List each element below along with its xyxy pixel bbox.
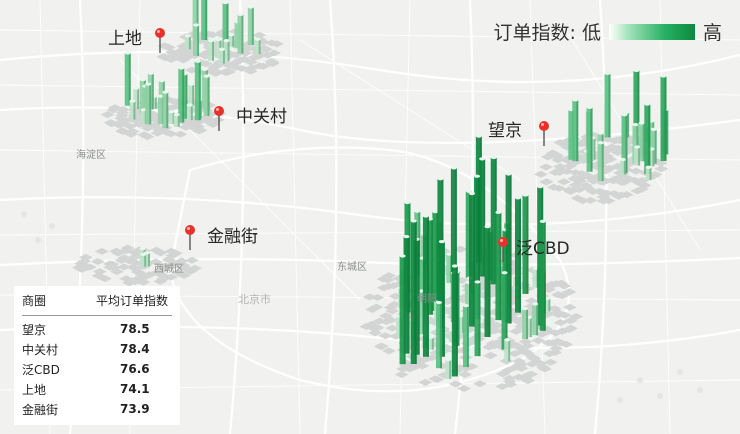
index-bar bbox=[661, 74, 667, 161]
header-index: 平均订单指数 bbox=[92, 292, 172, 309]
index-bar bbox=[204, 75, 210, 116]
index-bar bbox=[463, 304, 469, 367]
table-row: 上地 74.1 bbox=[22, 379, 172, 399]
index-bar bbox=[237, 13, 243, 54]
index-bar bbox=[423, 214, 429, 356]
index-bar bbox=[644, 102, 650, 174]
row-value: 78.5 bbox=[92, 322, 172, 336]
index-bar bbox=[469, 192, 475, 327]
index-bar bbox=[195, 60, 201, 121]
district-label-chaoyang: 朝阳 bbox=[417, 290, 437, 305]
index-bar bbox=[187, 103, 193, 120]
legend: 订单指数: 低 高 bbox=[494, 18, 722, 45]
index-bar bbox=[248, 5, 254, 45]
index-bar bbox=[598, 141, 604, 181]
row-value: 74.1 bbox=[92, 382, 172, 396]
index-bar bbox=[475, 280, 481, 356]
index-bar bbox=[522, 307, 528, 339]
index-bar bbox=[445, 358, 451, 379]
index-bar bbox=[255, 38, 261, 55]
index-bar bbox=[572, 98, 578, 161]
index-bar bbox=[201, 0, 207, 40]
index-bar bbox=[185, 34, 191, 49]
table-row: 望京 78.5 bbox=[22, 319, 172, 339]
pin-label-zhongguancun[interactable]: 中关村 bbox=[236, 102, 287, 127]
index-bar bbox=[484, 225, 490, 337]
index-bar bbox=[634, 145, 640, 165]
row-area: 中关村 bbox=[22, 341, 92, 358]
index-bar bbox=[129, 100, 135, 120]
index-bar bbox=[587, 106, 593, 172]
map-pin-icon bbox=[155, 28, 165, 53]
legend-low-label: 订单指数: 低 bbox=[494, 18, 601, 45]
index-bar bbox=[436, 301, 442, 368]
map-pin-icon bbox=[185, 225, 195, 250]
row-area: 金融街 bbox=[22, 401, 92, 418]
district-label-dongcheng: 东城区 bbox=[337, 258, 367, 273]
row-value: 73.9 bbox=[92, 402, 172, 416]
row-area: 泛CBD bbox=[22, 361, 92, 378]
table-row: 泛CBD 76.6 bbox=[22, 359, 172, 379]
pin-label-fancbd[interactable]: 泛CBD bbox=[516, 234, 570, 259]
row-value: 78.4 bbox=[92, 342, 172, 356]
index-bar bbox=[605, 72, 611, 138]
legend-gradient-bar bbox=[609, 24, 695, 40]
index-bar bbox=[145, 83, 151, 125]
index-bar bbox=[504, 338, 510, 361]
district-label-xicheng: 西城区 bbox=[154, 260, 184, 275]
row-area: 望京 bbox=[22, 321, 92, 338]
row-area: 上地 bbox=[22, 381, 92, 398]
district-label-haidian: 海淀区 bbox=[76, 146, 106, 161]
index-bar bbox=[208, 39, 214, 61]
row-value: 76.6 bbox=[92, 362, 172, 376]
index-bar bbox=[400, 254, 406, 364]
index-bar bbox=[495, 211, 501, 320]
index-bar bbox=[193, 23, 199, 55]
index-bar bbox=[140, 253, 146, 267]
legend-high-label: 高 bbox=[703, 18, 722, 45]
pin-label-jinrongjie[interactable]: 金融街 bbox=[207, 222, 258, 247]
index-bar bbox=[479, 157, 485, 276]
index-bar bbox=[411, 219, 417, 364]
district-label-beijingshi: 北京市 bbox=[238, 291, 271, 307]
index-bar bbox=[162, 91, 168, 129]
index-bar bbox=[219, 48, 225, 64]
pin-label-shangdi[interactable]: 上地 bbox=[108, 24, 142, 49]
table-row: 金融街 73.9 bbox=[22, 399, 172, 419]
map-pin-icon bbox=[539, 121, 549, 146]
index-bar bbox=[125, 51, 131, 105]
table-row: 中关村 78.4 bbox=[22, 339, 172, 359]
pin-label-wangjing[interactable]: 望京 bbox=[488, 116, 522, 141]
index-bar bbox=[502, 271, 508, 349]
index-bar bbox=[620, 158, 626, 175]
index-bar bbox=[174, 113, 180, 127]
index-bar bbox=[532, 302, 538, 335]
index-bar bbox=[452, 264, 458, 376]
table-header: 商圈 平均订单指数 bbox=[22, 290, 172, 316]
ranking-table: 商圈 平均订单指数 望京 78.5 中关村 78.4 泛CBD 76.6 上地 … bbox=[14, 286, 180, 425]
index-bar bbox=[188, 83, 194, 105]
index-bar bbox=[646, 166, 652, 180]
header-area: 商圈 bbox=[22, 292, 92, 309]
